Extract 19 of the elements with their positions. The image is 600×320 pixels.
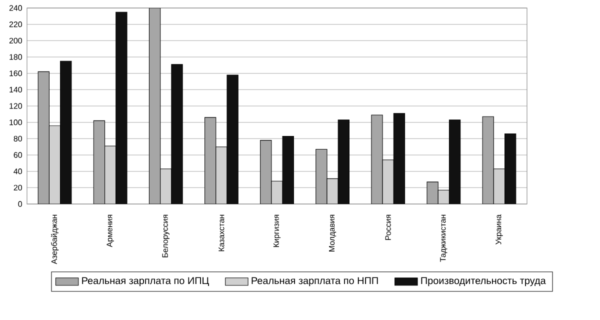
legend-label: Реальная зарплата по НПП [252,277,378,286]
bar [282,136,294,204]
legend-label: Производительность труда [421,277,546,286]
bar [216,146,228,204]
bar [338,120,350,204]
bar [393,113,406,204]
bar [104,146,116,204]
bar [60,60,72,204]
bar [116,12,128,204]
legend-label: Реальная зарплата по ИПЦ [82,277,209,286]
bar [48,125,61,204]
bar [326,178,338,204]
bar [382,160,394,204]
bar [493,168,506,204]
bar [448,120,461,204]
bar [504,134,516,204]
bar [226,74,238,204]
bar [171,64,183,204]
bar [160,168,172,204]
